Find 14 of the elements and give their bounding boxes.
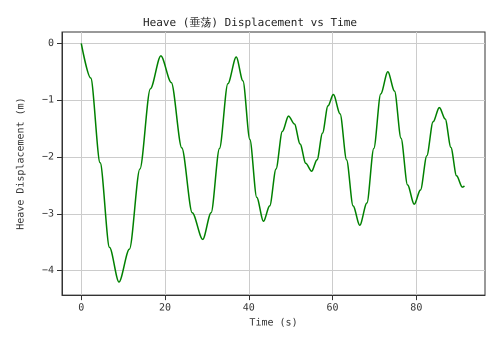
line-series: [80, 42, 466, 283]
x-axis-title: Time (s): [249, 318, 298, 328]
x-tick-label: 0: [78, 302, 84, 314]
x-tick-label: 60: [326, 302, 339, 314]
y-tick-label: −4: [42, 265, 54, 276]
y-tick-label: −1: [42, 94, 54, 106]
x-tick-label: 80: [410, 302, 422, 314]
x-tick-label: 40: [242, 302, 255, 314]
x-tick-label: 20: [159, 302, 172, 314]
chart-title: Heave (垂荡) Displacement vs Time: [142, 16, 358, 29]
y-axis-title: Heave Displacement (m): [16, 97, 26, 230]
y-tick-label: −2: [42, 152, 54, 163]
y-tick-label: 0: [48, 38, 54, 49]
y-tick-label: −3: [42, 208, 54, 220]
